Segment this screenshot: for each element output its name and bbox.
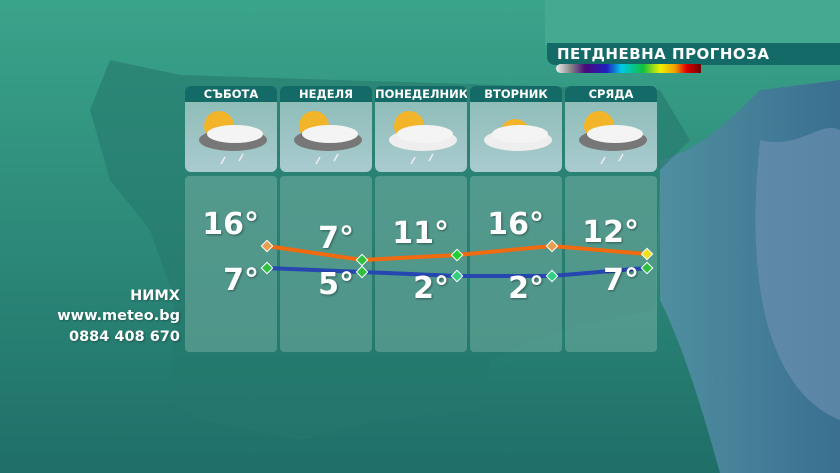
source-org: НИМХ: [130, 288, 180, 304]
min-temp: 5°: [318, 267, 354, 302]
day-panel: ВТОРНИК: [470, 86, 562, 352]
color-scale-bar: [556, 64, 701, 73]
max-temp: 7°: [318, 221, 354, 256]
forecast-title: ПЕТДНЕВНА ПРОГНОЗА: [547, 43, 840, 65]
sun-cloud-light-rain-icon: [375, 102, 467, 172]
sun-cloud-icon: [470, 102, 562, 172]
day-name: НЕДЕЛЯ: [280, 86, 372, 102]
max-temp: 16°: [202, 207, 259, 242]
day-name: СРЯДА: [565, 86, 657, 102]
day-panel: НЕДЕЛЯ: [280, 86, 372, 352]
day-chart-area: [375, 176, 467, 352]
min-temp: 2°: [413, 271, 449, 306]
max-temp: 16°: [487, 207, 544, 242]
min-temp: 7°: [603, 263, 639, 298]
min-temp: 7°: [223, 263, 259, 298]
sun-cloud-rain-icon: [565, 102, 657, 172]
max-temp: 12°: [582, 215, 639, 250]
day-chart-area: [280, 176, 372, 352]
day-chart-area: [470, 176, 562, 352]
sun-cloud-rain-icon: [185, 102, 277, 172]
day-panel: ПОНЕДЕЛНИК: [375, 86, 467, 352]
min-temp: 2°: [508, 271, 544, 306]
max-temp: 11°: [392, 216, 449, 251]
day-name: ПОНЕДЕЛНИК: [375, 86, 467, 102]
source-phone: 0884 408 670: [69, 329, 180, 345]
day-name: ВТОРНИК: [470, 86, 562, 102]
day-name: СЪБОТА: [185, 86, 277, 102]
sun-cloud-rain-icon: [280, 102, 372, 172]
source-website: www.meteo.bg: [57, 308, 180, 324]
